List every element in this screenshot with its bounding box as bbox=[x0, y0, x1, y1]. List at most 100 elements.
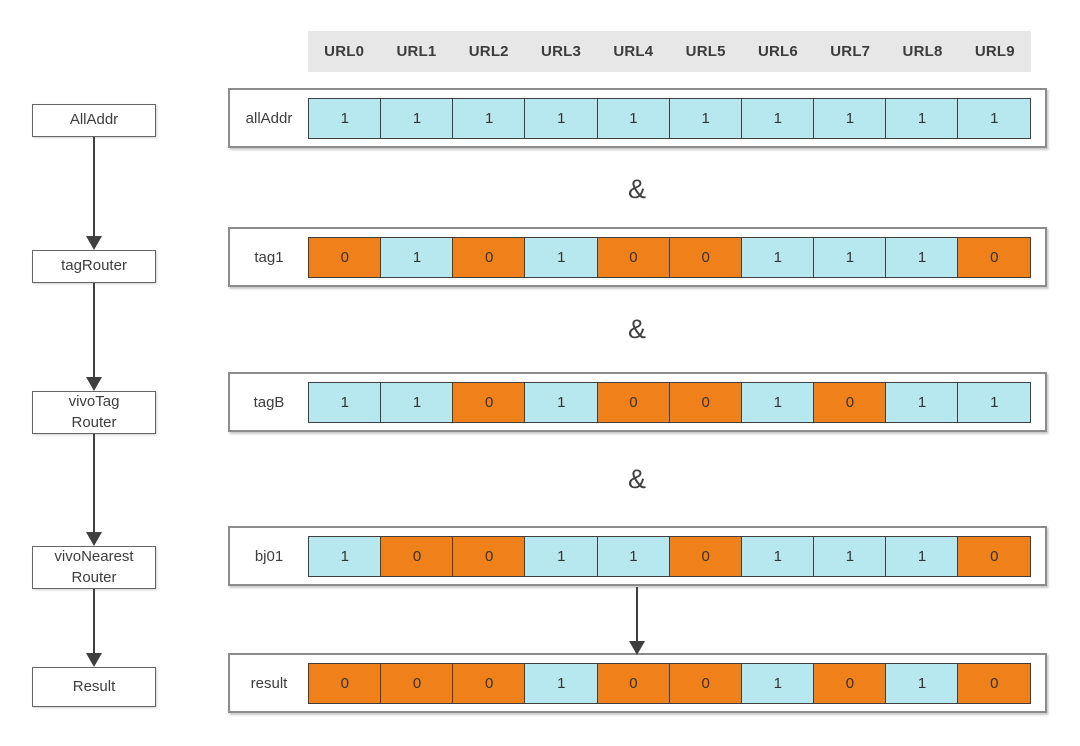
bit-cell-bj01-url8: 1 bbox=[885, 535, 959, 577]
column-header-url2: URL2 bbox=[468, 43, 509, 60]
bit-cell-bj01-url1: 0 bbox=[380, 535, 454, 577]
flow-arrow-2-head-icon bbox=[86, 377, 102, 391]
bitmap-row-allAddr: allAddr 1 1 1 1 1 1 1 1 1 1 bbox=[228, 88, 1047, 148]
flow-node-label-line: vivoTag bbox=[68, 393, 120, 411]
flow-node-result: Result bbox=[32, 667, 156, 707]
bit-cell-bj01-url6: 1 bbox=[740, 535, 815, 577]
bit-cell-bj01-url2: 0 bbox=[452, 535, 526, 577]
flow-node-label-line: Result bbox=[72, 677, 116, 695]
bit-cell-bj01-url4: 1 bbox=[596, 535, 671, 577]
bit-cell-tagB-url3: 1 bbox=[524, 381, 599, 423]
bit-cell-bj01-url3: 1 bbox=[524, 535, 599, 577]
url-column-header-band: URL0 URL1 URL2 URL3 URL4 URL5 URL6 URL7 URL8 URL9 bbox=[308, 31, 1031, 72]
flow-arrow-3 bbox=[86, 434, 102, 546]
bit-cell-result-url2: 0 bbox=[452, 662, 526, 704]
column-header-url8: URL8 bbox=[902, 43, 943, 60]
bitmap-row-tag1: tag1 0 1 0 1 0 0 1 1 1 0 bbox=[228, 227, 1047, 287]
bit-cell-allAddr-url5: 1 bbox=[668, 97, 743, 139]
bit-cell-allAddr-url1: 1 bbox=[380, 97, 454, 139]
result-arrow-head-icon bbox=[629, 641, 645, 655]
bit-cell-result-url3: 1 bbox=[524, 662, 599, 704]
bitmap-row-tagB: tagB 1 1 0 1 0 0 1 0 1 1 bbox=[228, 372, 1047, 432]
bit-cell-bj01-url0: 1 bbox=[308, 535, 382, 577]
bit-cell-allAddr-url8: 1 bbox=[885, 97, 959, 139]
result-arrow-shaft bbox=[636, 587, 638, 642]
bit-cell-result-url9: 0 bbox=[957, 662, 1032, 704]
flow-arrow-4-shaft bbox=[93, 589, 95, 654]
flow-node-vivonearest-router: vivoNearest Router bbox=[32, 546, 156, 589]
flow-node-alladdr: AllAddr bbox=[32, 104, 156, 137]
bit-cell-allAddr-url4: 1 bbox=[596, 97, 671, 139]
bit-cell-tagB-url7: 0 bbox=[813, 381, 887, 423]
bit-cell-tagB-url6: 1 bbox=[740, 381, 815, 423]
bit-cell-result-url6: 1 bbox=[740, 662, 815, 704]
bit-cell-result-url8: 1 bbox=[885, 662, 959, 704]
bit-cell-tag1-url4: 0 bbox=[596, 236, 671, 278]
bit-cell-result-url0: 0 bbox=[308, 662, 382, 704]
flow-node-vivotag-router: vivoTag Router bbox=[32, 391, 156, 434]
row-label-tag1: tag1 bbox=[254, 248, 284, 266]
flow-node-label-line: tagRouter bbox=[61, 257, 127, 275]
bit-cell-tag1-url0: 0 bbox=[308, 236, 382, 278]
column-header-url9: URL9 bbox=[974, 43, 1015, 60]
flow-arrow-1-head-icon bbox=[86, 236, 102, 250]
bit-cell-tagB-url1: 1 bbox=[380, 381, 454, 423]
bit-cell-tag1-url6: 1 bbox=[740, 236, 815, 278]
result-arrow bbox=[629, 587, 645, 655]
bitmap-row-result: result 0 0 0 1 0 0 1 0 1 0 bbox=[228, 653, 1047, 713]
row-label-allAddr: allAddr bbox=[245, 109, 293, 127]
bit-cell-tagB-url2: 0 bbox=[452, 381, 526, 423]
bit-cell-tagB-url5: 0 bbox=[668, 381, 743, 423]
bit-cell-result-url7: 0 bbox=[813, 662, 887, 704]
bit-cell-result-url4: 0 bbox=[596, 662, 671, 704]
bit-cell-allAddr-url6: 1 bbox=[740, 97, 815, 139]
column-header-url4: URL4 bbox=[613, 43, 654, 60]
bit-cell-allAddr-url9: 1 bbox=[957, 97, 1032, 139]
bit-cell-tag1-url7: 1 bbox=[813, 236, 887, 278]
bit-cell-tag1-url8: 1 bbox=[885, 236, 959, 278]
bit-cell-result-url5: 0 bbox=[668, 662, 743, 704]
column-header-url1: URL1 bbox=[396, 43, 437, 60]
bit-cell-tagB-url9: 1 bbox=[957, 381, 1032, 423]
bit-cell-tag1-url9: 0 bbox=[957, 236, 1032, 278]
bit-cell-tag1-url5: 0 bbox=[668, 236, 743, 278]
and-operator-2: & bbox=[627, 314, 646, 344]
and-operator-1: & bbox=[627, 174, 646, 204]
flow-node-label-line: Router bbox=[71, 413, 117, 431]
flow-node-label-line: AllAddr bbox=[69, 111, 119, 129]
flow-node-tagrouter: tagRouter bbox=[32, 250, 156, 283]
flow-arrow-2 bbox=[86, 283, 102, 391]
flow-node-label-line: vivoNearest bbox=[54, 548, 134, 566]
bit-cell-bj01-url5: 0 bbox=[668, 535, 743, 577]
flow-arrow-1-shaft bbox=[93, 137, 95, 237]
column-header-url3: URL3 bbox=[541, 43, 582, 60]
bit-cell-tagB-url8: 1 bbox=[885, 381, 959, 423]
bitmap-row-bj01: bj01 1 0 0 1 1 0 1 1 1 0 bbox=[228, 526, 1047, 586]
row-label-bj01: bj01 bbox=[254, 547, 284, 565]
bit-cell-tagB-url0: 1 bbox=[308, 381, 382, 423]
row-label-tagB: tagB bbox=[253, 393, 285, 411]
bit-cell-result-url1: 0 bbox=[380, 662, 454, 704]
bit-cell-allAddr-url2: 1 bbox=[452, 97, 526, 139]
flow-arrow-3-head-icon bbox=[86, 532, 102, 546]
bit-cell-allAddr-url3: 1 bbox=[524, 97, 599, 139]
flow-arrow-4 bbox=[86, 589, 102, 667]
column-header-url0: URL0 bbox=[324, 43, 365, 60]
column-header-url7: URL7 bbox=[830, 43, 871, 60]
column-header-url6: URL6 bbox=[757, 43, 798, 60]
row-label-result: result bbox=[250, 674, 288, 692]
bit-cell-allAddr-url0: 1 bbox=[308, 97, 382, 139]
bit-cell-bj01-url9: 0 bbox=[957, 535, 1032, 577]
and-operator-3: & bbox=[627, 464, 646, 494]
bit-cell-tag1-url1: 1 bbox=[380, 236, 454, 278]
flow-arrow-3-shaft bbox=[93, 434, 95, 533]
flow-arrow-4-head-icon bbox=[86, 653, 102, 667]
flow-node-label-line: Router bbox=[71, 568, 117, 586]
bit-cell-allAddr-url7: 1 bbox=[813, 97, 887, 139]
bit-cell-bj01-url7: 1 bbox=[813, 535, 887, 577]
